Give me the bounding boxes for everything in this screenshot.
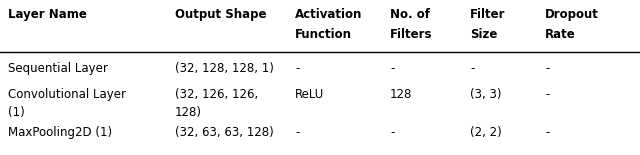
Text: -: - xyxy=(470,62,474,75)
Text: MaxPooling2D (1): MaxPooling2D (1) xyxy=(8,126,112,139)
Text: Dropout: Dropout xyxy=(545,8,599,21)
Text: (32, 126, 126,
128): (32, 126, 126, 128) xyxy=(175,88,259,119)
Text: (3, 3): (3, 3) xyxy=(470,88,502,101)
Text: Filter: Filter xyxy=(470,8,506,21)
Text: (32, 63, 63, 128): (32, 63, 63, 128) xyxy=(175,126,274,139)
Text: -: - xyxy=(545,62,549,75)
Text: -: - xyxy=(545,126,549,139)
Text: -: - xyxy=(295,62,300,75)
Text: Rate: Rate xyxy=(545,28,576,41)
Text: Layer Name: Layer Name xyxy=(8,8,87,21)
Text: No. of: No. of xyxy=(390,8,430,21)
Text: Size: Size xyxy=(470,28,497,41)
Text: Activation: Activation xyxy=(295,8,362,21)
Text: Function: Function xyxy=(295,28,352,41)
Text: (32, 128, 128, 1): (32, 128, 128, 1) xyxy=(175,62,274,75)
Text: Output Shape: Output Shape xyxy=(175,8,266,21)
Text: -: - xyxy=(390,62,394,75)
Text: Filters: Filters xyxy=(390,28,433,41)
Text: (2, 2): (2, 2) xyxy=(470,126,502,139)
Text: ReLU: ReLU xyxy=(295,88,324,101)
Text: Sequential Layer: Sequential Layer xyxy=(8,62,108,75)
Text: -: - xyxy=(295,126,300,139)
Text: 128: 128 xyxy=(390,88,412,101)
Text: Convolutional Layer
(1): Convolutional Layer (1) xyxy=(8,88,126,119)
Text: -: - xyxy=(390,126,394,139)
Text: -: - xyxy=(545,88,549,101)
